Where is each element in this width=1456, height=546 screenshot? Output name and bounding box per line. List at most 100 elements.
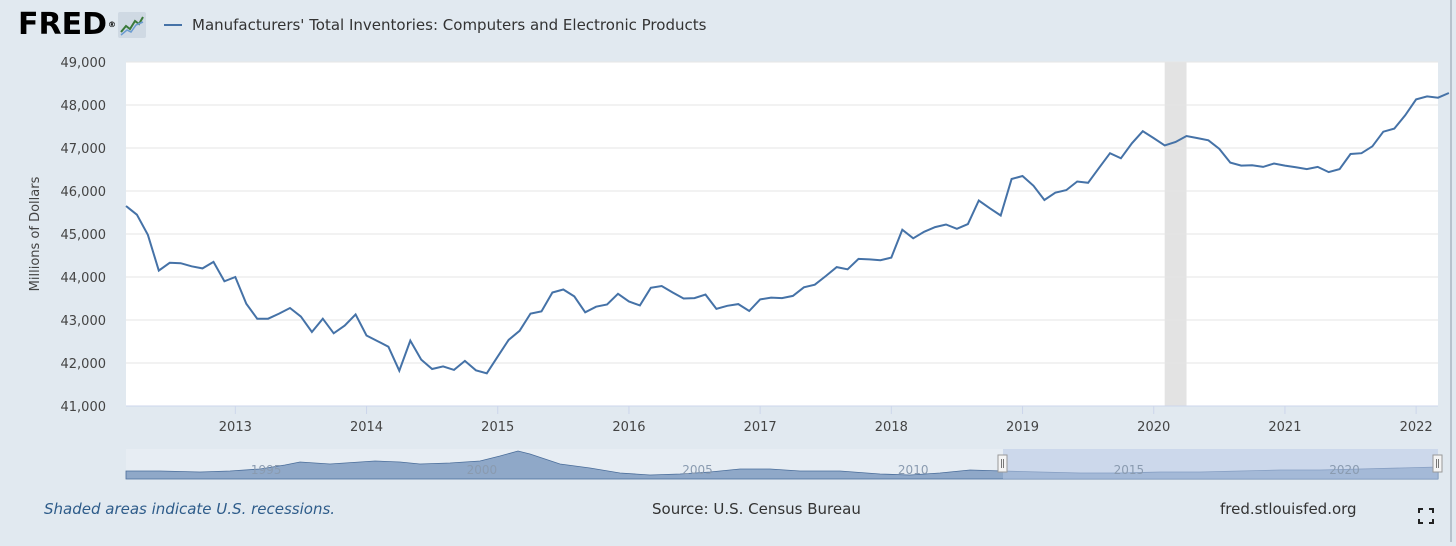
data-point: [440, 363, 446, 369]
data-point: [823, 273, 829, 279]
data-point: [265, 316, 271, 322]
site-link[interactable]: fred.stlouisfed.org: [1220, 500, 1357, 518]
x-tick-label: 2016: [612, 420, 645, 435]
data-point: [528, 311, 534, 317]
data-point: [582, 309, 588, 315]
navigator-selection[interactable]: [1003, 449, 1438, 479]
data-point: [506, 337, 512, 343]
fred-logo[interactable]: FRED®: [18, 8, 116, 42]
data-point: [156, 268, 162, 274]
navigator-label: 2020: [1329, 463, 1360, 477]
data-point: [856, 256, 862, 262]
data-point: [659, 283, 665, 289]
x-tick-label: 2013: [219, 420, 252, 435]
navigator[interactable]: 1995 2000 2005 2010 2015 2020: [125, 449, 1443, 480]
data-point: [1227, 160, 1233, 166]
series-line[interactable]: [125, 92, 1450, 375]
x-tick-label: 2015: [481, 420, 514, 435]
data-point: [1216, 146, 1222, 152]
data-point: [943, 222, 949, 228]
navigator-labels: 1995 2000 2005 2010 2015 2020: [251, 463, 1360, 477]
data-point: [364, 333, 370, 339]
data-point: [309, 329, 315, 335]
data-point: [232, 274, 238, 280]
x-tick-label: 2022: [1400, 420, 1433, 435]
data-point: [396, 368, 402, 374]
data-point: [1293, 164, 1299, 170]
data-point: [1369, 143, 1375, 149]
data-point: [1041, 197, 1047, 203]
data-point: [287, 305, 293, 311]
x-tick-label: 2017: [744, 420, 777, 435]
data-point: [692, 295, 698, 301]
data-point: [1402, 112, 1408, 118]
data-point: [998, 213, 1004, 219]
data-point: [724, 303, 730, 309]
navigator-handle-left[interactable]: [997, 454, 1008, 473]
data-point: [976, 198, 982, 204]
data-point: [145, 232, 151, 238]
legend-label: Manufacturers' Total Inventories: Comput…: [192, 16, 707, 34]
data-point: [703, 292, 709, 298]
data-point: [1282, 163, 1288, 169]
data-point: [178, 260, 184, 266]
data-point: [571, 293, 577, 299]
data-point: [648, 285, 654, 291]
x-axis: 2013 2014 2015 2016 2017 2018 2019 2020 2021 2022: [126, 405, 1438, 435]
data-point: [276, 311, 282, 317]
data-point: [681, 296, 687, 302]
data-point: [1195, 135, 1201, 141]
data-point: [921, 229, 927, 235]
data-point: [1096, 165, 1102, 171]
fullscreen-icon[interactable]: [1418, 508, 1434, 524]
data-point: [1063, 187, 1069, 193]
x-tick-label: 2018: [875, 420, 908, 435]
legend-swatch: [164, 24, 182, 26]
data-point: [462, 358, 468, 364]
data-point: [954, 226, 960, 232]
data-point: [549, 290, 555, 296]
data-point: [932, 224, 938, 230]
data-point: [1304, 166, 1310, 172]
data-point: [779, 295, 785, 301]
data-point: [888, 255, 894, 261]
data-point: [604, 302, 610, 308]
data-point: [713, 306, 719, 312]
y-tick-label: 48,000: [61, 99, 107, 114]
y-axis: 41,000 42,000 43,000 44,000 45,000 46,000 47,0…: [61, 56, 107, 415]
data-point: [221, 278, 227, 284]
y-tick-label: 45,000: [61, 228, 107, 243]
y-tick-label: 43,000: [61, 314, 107, 329]
data-point: [254, 316, 260, 322]
data-point: [429, 366, 435, 372]
data-point: [1173, 139, 1179, 145]
data-point: [495, 354, 501, 360]
data-point: [167, 260, 173, 266]
data-point: [473, 367, 479, 373]
navigator-label: 1995: [251, 463, 282, 477]
data-point: [1129, 140, 1135, 146]
chart-legend[interactable]: Manufacturers' Total Inventories: Comput…: [164, 16, 706, 34]
x-tick-label: 2019: [1006, 420, 1039, 435]
data-point: [1260, 164, 1266, 170]
y-tick-label: 46,000: [61, 185, 107, 200]
data-point: [1326, 169, 1332, 175]
data-point: [845, 266, 851, 272]
data-point: [1413, 96, 1419, 102]
data-point: [637, 302, 643, 308]
data-point: [1140, 128, 1146, 134]
data-point: [1359, 150, 1365, 156]
y-tick-label: 47,000: [61, 142, 107, 157]
data-point: [243, 301, 249, 307]
y-tick-label: 44,000: [61, 271, 107, 286]
recession-note: Shaded areas indicate U.S. recessions.: [44, 500, 336, 518]
data-point: [320, 316, 326, 322]
data-point: [353, 311, 359, 317]
data-point: [1151, 135, 1157, 141]
data-point: [1380, 129, 1386, 135]
data-point: [418, 357, 424, 363]
navigator-handle-right[interactable]: [1432, 454, 1443, 473]
source-text: Source: U.S. Census Bureau: [652, 500, 861, 518]
data-point: [1238, 163, 1244, 169]
navigator-label: 2005: [682, 463, 713, 477]
